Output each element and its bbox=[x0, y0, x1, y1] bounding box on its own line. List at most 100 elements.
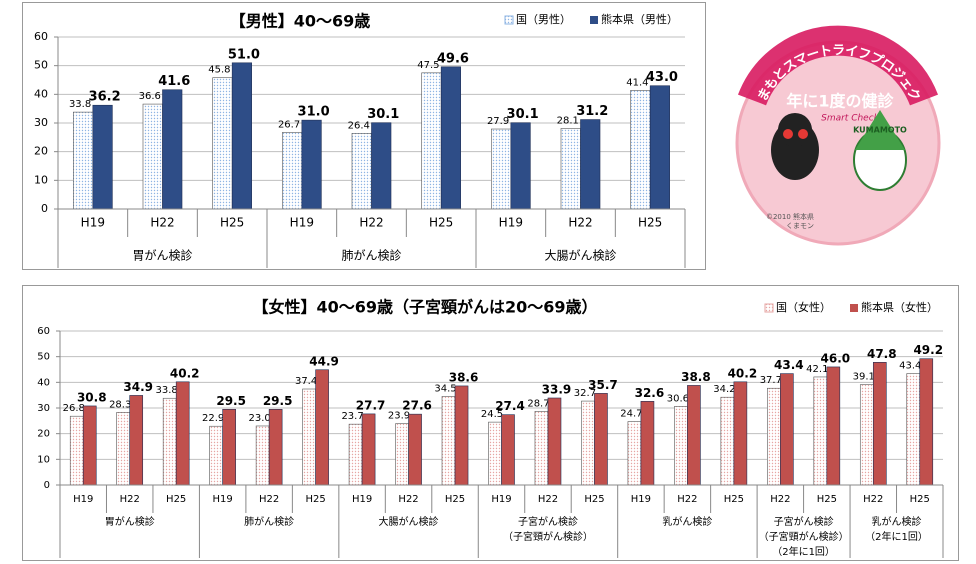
value-label: 26.4 bbox=[348, 120, 370, 131]
x-tick-label: H22 bbox=[863, 494, 883, 505]
bar bbox=[302, 388, 316, 486]
x-tick-label: H25 bbox=[584, 494, 604, 505]
group-label: 肺がん検診 bbox=[341, 248, 401, 263]
legend-swatch bbox=[850, 304, 858, 312]
value-label: 42.1 bbox=[806, 364, 828, 375]
x-tick-label: H22 bbox=[568, 216, 592, 230]
legend-swatch bbox=[764, 303, 774, 313]
x-tick-label: H25 bbox=[166, 494, 186, 505]
x-tick-label: H19 bbox=[213, 494, 233, 505]
logo-band-text: KUMAMOTO bbox=[853, 126, 907, 135]
group-label: （子宮頸がん検診） bbox=[759, 530, 849, 543]
value-label: 38.6 bbox=[449, 370, 479, 384]
legend-swatch bbox=[590, 16, 598, 24]
bar bbox=[351, 133, 372, 210]
value-label: 37.4 bbox=[295, 376, 317, 387]
bar bbox=[501, 414, 515, 486]
group-label: 子宮がん検診 bbox=[518, 515, 578, 528]
x-tick-label: H19 bbox=[290, 216, 314, 230]
bar bbox=[268, 408, 283, 486]
y-tick-label: 10 bbox=[34, 173, 48, 186]
logo-sub: Smart Check bbox=[821, 114, 880, 124]
x-tick-label: H22 bbox=[359, 216, 383, 230]
value-label: 31.0 bbox=[298, 105, 330, 120]
value-label: 49.6 bbox=[437, 51, 469, 66]
x-tick-label: H19 bbox=[631, 494, 651, 505]
mascot-cheek bbox=[798, 129, 808, 139]
group-label: 大腸がん検診 bbox=[379, 515, 439, 528]
bar bbox=[547, 397, 562, 486]
bar bbox=[73, 111, 94, 210]
legend-label: 熊本県（男性） bbox=[601, 12, 678, 26]
value-label: 29.5 bbox=[263, 394, 293, 408]
x-tick-label: H25 bbox=[429, 216, 453, 230]
y-tick-label: 30 bbox=[37, 403, 50, 414]
y-tick-label: 50 bbox=[37, 352, 50, 363]
value-label: 22.9 bbox=[202, 413, 224, 424]
bar bbox=[92, 104, 113, 210]
y-tick-label: 20 bbox=[37, 429, 50, 440]
value-label: 40.2 bbox=[170, 366, 200, 380]
bar bbox=[560, 128, 581, 210]
value-label: 31.2 bbox=[576, 104, 608, 119]
x-tick-label: H19 bbox=[73, 494, 93, 505]
value-label: 30.8 bbox=[77, 390, 107, 404]
x-tick-label: H25 bbox=[817, 494, 837, 505]
bar bbox=[627, 421, 642, 486]
bar bbox=[510, 122, 531, 210]
value-label: 23.9 bbox=[388, 411, 410, 422]
value-label: 43.4 bbox=[899, 361, 921, 372]
x-tick-label: H22 bbox=[677, 494, 697, 505]
value-label: 23.7 bbox=[341, 411, 363, 422]
x-tick-label: H22 bbox=[259, 494, 279, 505]
bar bbox=[687, 385, 701, 486]
value-label: 34.9 bbox=[123, 380, 153, 394]
value-label: 28.3 bbox=[109, 399, 131, 410]
mascot-cheek bbox=[783, 129, 793, 139]
value-label: 30.6 bbox=[667, 393, 689, 404]
y-tick-label: 20 bbox=[34, 145, 48, 158]
bar bbox=[315, 369, 329, 486]
bar bbox=[488, 421, 502, 486]
value-label: 36.2 bbox=[89, 90, 121, 105]
y-tick-label: 30 bbox=[34, 116, 48, 129]
value-label: 36.6 bbox=[139, 91, 161, 102]
bar bbox=[421, 72, 442, 210]
bar bbox=[674, 406, 688, 486]
value-label: 33.8 bbox=[156, 385, 178, 396]
bar bbox=[361, 413, 376, 486]
bar bbox=[859, 384, 874, 486]
bar bbox=[906, 373, 921, 486]
value-label: 47.5 bbox=[417, 60, 439, 71]
value-label: 32.6 bbox=[635, 386, 665, 400]
bar bbox=[919, 358, 934, 486]
y-tick-label: 60 bbox=[34, 30, 48, 43]
y-tick-label: 40 bbox=[34, 87, 48, 100]
bar bbox=[733, 381, 748, 486]
value-label: 32.7 bbox=[574, 388, 596, 399]
value-label: 33.8 bbox=[69, 99, 91, 110]
bar bbox=[116, 412, 131, 486]
bar bbox=[780, 373, 794, 486]
bar bbox=[142, 103, 163, 210]
bar bbox=[282, 132, 303, 210]
value-label: 28.7 bbox=[527, 398, 549, 409]
bar bbox=[720, 396, 735, 486]
value-label: 34.5 bbox=[434, 383, 456, 394]
value-label: 26.7 bbox=[278, 119, 300, 130]
value-label: 43.0 bbox=[646, 70, 678, 85]
bar bbox=[395, 423, 409, 486]
value-label: 39.1 bbox=[853, 372, 875, 383]
bar bbox=[82, 405, 97, 486]
bar bbox=[826, 366, 841, 486]
bar bbox=[212, 77, 233, 210]
x-tick-label: H25 bbox=[724, 494, 744, 505]
bar bbox=[222, 408, 236, 486]
x-tick-label: H25 bbox=[220, 216, 244, 230]
value-label: 35.7 bbox=[588, 378, 618, 392]
value-label: 37.7 bbox=[760, 375, 782, 386]
value-label: 38.8 bbox=[681, 370, 711, 384]
group-label: 胃がん検診 bbox=[132, 248, 192, 263]
value-label: 46.0 bbox=[821, 351, 851, 365]
